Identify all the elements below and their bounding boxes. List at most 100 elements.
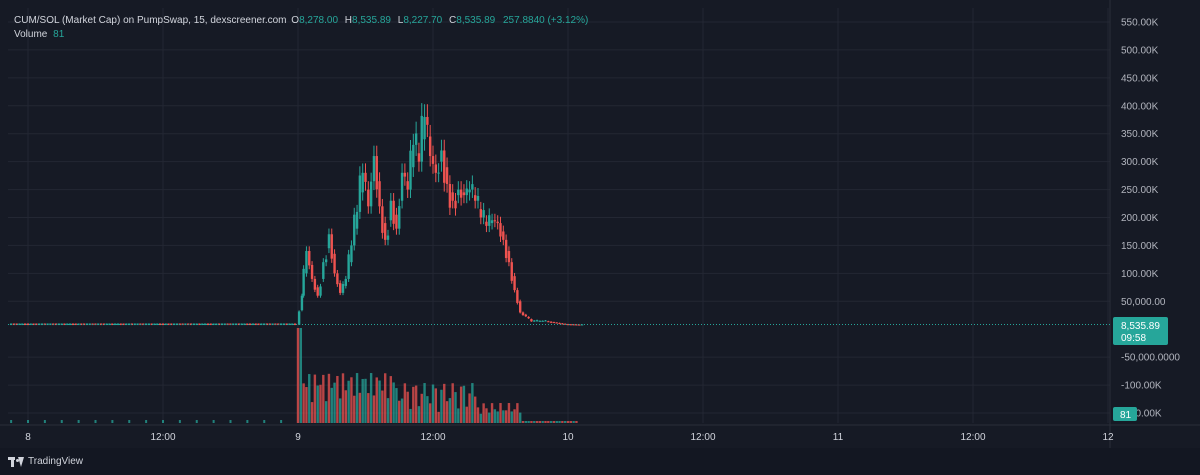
volume-bar [549,421,553,423]
candle [237,323,240,326]
candle [310,264,314,279]
y-tick-label: -50,000.0000 [1121,353,1180,364]
volume-bar [533,421,536,423]
candle [77,323,80,326]
y-tick-label: 400.00K [1121,101,1159,112]
candle [392,200,395,224]
volume-bar [392,382,395,423]
candle [507,251,511,263]
volume-bar [485,408,488,423]
candle [297,311,301,325]
volume-bar [426,396,429,423]
volume-bar [27,420,29,423]
volume-bar [299,328,303,423]
candle [535,320,539,322]
volume-bar [454,392,457,423]
candle [102,323,105,326]
candle [518,301,522,313]
candle [209,323,212,326]
candle [372,156,376,182]
candle [558,322,561,324]
y-tick-label: 500.00K [1121,45,1159,56]
candle [322,262,325,279]
candle [74,323,77,326]
candle [386,235,390,240]
candle [471,184,474,190]
candle [459,189,463,198]
time-axis[interactable]: 8 12:00 9 12:00 10 12:00 11 12:00 12 [25,432,1114,443]
volume-bar [381,390,384,423]
volume-bar [347,380,350,423]
candle [468,189,471,193]
candle [324,259,328,263]
low-label: L [397,15,404,26]
volume-bar [353,395,356,423]
volume-bar [319,384,322,423]
volume-bar [310,402,314,423]
candle [462,192,466,196]
low-value: 8,227.70 [403,15,443,26]
candle [293,323,297,326]
price-axis[interactable]: 550.00K 500.00K 450.00K 400.00K 350.00K 300.0… [1121,18,1180,420]
volume-bar [504,410,508,423]
candle [263,323,266,326]
volume-bar [499,403,502,423]
candle [530,319,533,322]
symbol-title[interactable]: CUM/SOL (Market Cap) on PumpSwap, 15, de… [14,15,287,26]
candle [353,214,356,246]
x-tick-label: 10 [562,432,574,443]
volume-bar [423,383,426,423]
candle [381,206,384,233]
candle [541,320,544,322]
volume-bar [338,398,342,423]
candle [580,324,584,326]
candle [302,268,305,296]
price-chart[interactable]: 550.00K 500.00K 450.00K 400.00K 350.00K 300.0… [0,0,1200,448]
volume-bar [333,382,336,423]
candle [333,253,336,274]
candle [195,323,198,326]
volume-bar [308,374,311,423]
candle [549,321,553,323]
volume-bar [389,376,393,423]
candle [465,188,468,196]
y-tick-label: 100.00K [1121,269,1159,280]
candle [316,287,319,296]
candle [21,323,24,326]
volume-bar [544,421,547,423]
y-tick-label: 200.00K [1121,213,1159,224]
volume-bar [530,421,533,423]
high-value: 8,535.89 [352,15,391,26]
volume-bar [412,386,415,423]
volume-bar [229,420,232,423]
x-tick-label: 12:00 [690,432,715,443]
close-value: 8,535.89 [456,15,496,26]
candle [516,290,519,303]
volume-label[interactable]: Volume [14,29,48,40]
volume-bar [322,374,325,423]
x-tick-label: 12:00 [420,432,445,443]
candle [538,320,542,322]
candle [206,323,209,326]
candle [18,323,21,326]
candle [485,221,488,226]
volume-bar [448,398,452,423]
candle [434,164,438,173]
candle [403,172,407,177]
volume-bar [350,377,353,423]
volume-bar [561,421,564,423]
candle [35,323,38,326]
volume-bar [431,384,435,423]
tradingview-logo[interactable]: TradingView [8,456,83,467]
candle [504,239,508,259]
volume-bar [344,390,348,423]
volume-bar [145,420,148,423]
volume-bar [468,393,471,423]
candle [454,200,457,209]
candle [170,323,173,326]
candle [563,323,567,325]
volume-bar [341,373,345,423]
volume-bar [510,411,513,423]
volume-bar [488,412,491,423]
